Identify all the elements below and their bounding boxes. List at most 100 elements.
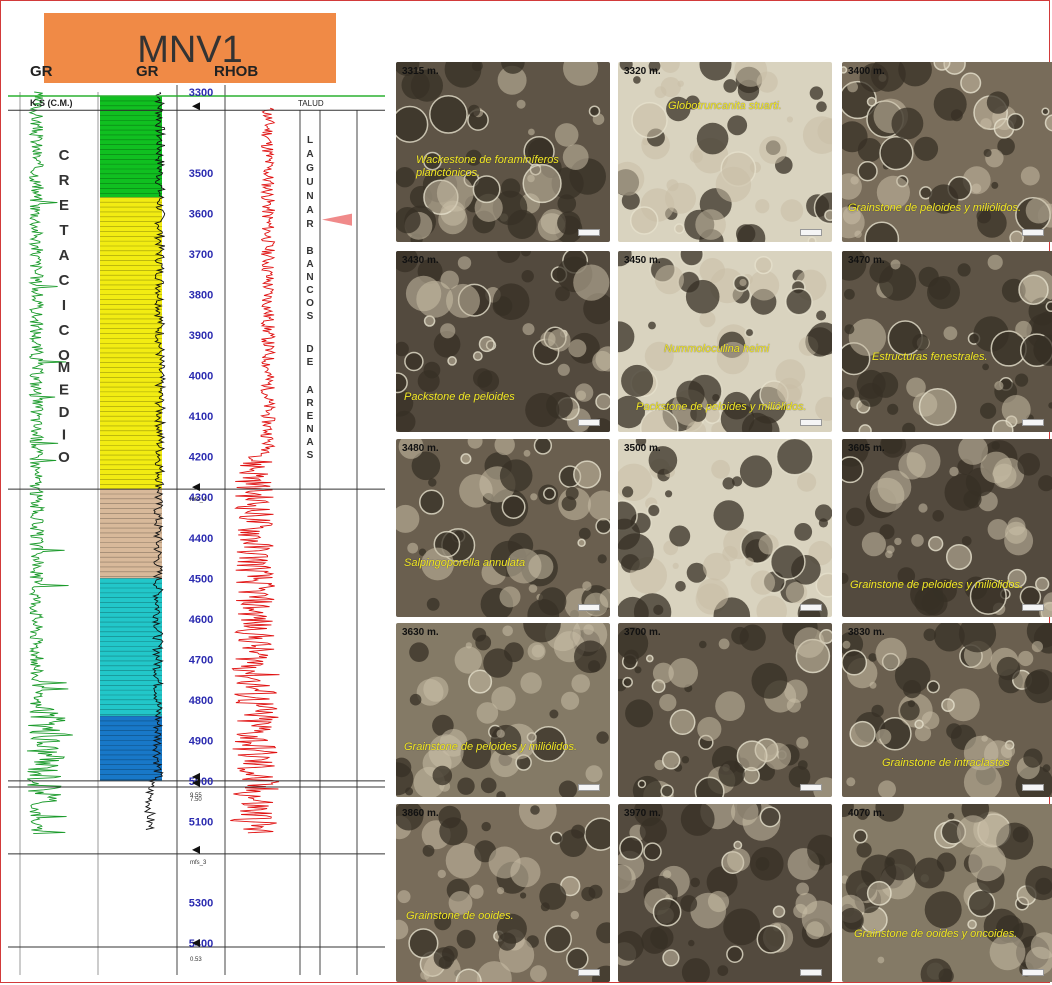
grain (454, 646, 482, 674)
scale-bar (578, 604, 600, 611)
grain (842, 907, 864, 933)
grain (986, 91, 1010, 114)
bancos-label: A (306, 259, 313, 270)
grain (418, 548, 427, 556)
thin-section-caption: Grainstone de peloides y miliólidos. (850, 579, 1024, 591)
grain (897, 567, 916, 585)
grain (478, 336, 495, 353)
grain (618, 161, 645, 196)
grain (634, 666, 642, 674)
grain (570, 910, 579, 920)
grain (618, 395, 645, 429)
grain (1025, 197, 1052, 224)
grain (730, 804, 759, 826)
grain (448, 891, 473, 915)
grain (772, 905, 786, 918)
grain (685, 95, 700, 110)
thin-section-image (396, 623, 610, 797)
marker-arrow (192, 772, 200, 781)
grain (396, 207, 421, 234)
grain (690, 892, 727, 929)
grain (786, 698, 801, 713)
grain (875, 729, 892, 745)
grain (637, 779, 647, 789)
grain (697, 716, 722, 742)
thin-section-thumbnail: 3500 m. (618, 439, 832, 617)
grain (396, 167, 416, 188)
grain (1023, 748, 1043, 768)
depth-tick-label: 4800 (189, 695, 213, 707)
grain (520, 892, 527, 899)
grain (447, 356, 457, 366)
cretacico-label: C (59, 322, 70, 339)
grain (947, 688, 980, 722)
grain (980, 118, 992, 130)
grain (440, 323, 456, 339)
grain (847, 81, 858, 93)
grain (618, 627, 649, 660)
scale-bar (1022, 419, 1044, 426)
depth-tick-label: 5000 (189, 776, 213, 788)
well-title: MNV1 (137, 29, 243, 71)
grain (646, 503, 661, 518)
grain (968, 843, 1007, 882)
grain (434, 913, 452, 931)
grain (727, 848, 751, 872)
grain (396, 105, 429, 143)
grain (411, 451, 441, 481)
depth-tick-label: 4500 (189, 573, 213, 585)
depth-tick-label: 3600 (189, 209, 213, 221)
grain (433, 331, 461, 358)
cretacico-label: C (59, 272, 70, 289)
grain (723, 79, 737, 93)
grain (857, 161, 878, 182)
grain (984, 740, 1012, 769)
grain (980, 451, 1012, 484)
grain (597, 554, 607, 564)
grain (530, 805, 540, 815)
grain (941, 698, 955, 712)
marker-label: 9.55 (190, 793, 202, 799)
grain (750, 570, 776, 595)
grain (786, 116, 793, 123)
cretacico-label: R (59, 172, 70, 189)
marker-arrow (192, 845, 200, 854)
grain (396, 804, 424, 831)
sample-depth-label: 3700 m. (624, 627, 661, 638)
scale-bar (578, 419, 600, 426)
grain (824, 209, 832, 222)
depth-tick-label: 4000 (189, 371, 213, 383)
grain (1012, 826, 1029, 843)
depth-tick-label: 4700 (189, 654, 213, 666)
grain (696, 122, 729, 155)
lith-blue (100, 716, 162, 781)
grain (844, 288, 855, 300)
grain (911, 534, 924, 547)
grain (785, 581, 808, 604)
depth-tick-label: 4900 (189, 735, 213, 747)
thin-section-image (842, 62, 1052, 242)
grain (568, 339, 587, 358)
lagunar-label: A (306, 205, 313, 216)
thin-section-thumbnail: 3315 m. Wackestone de foraminíferos planc… (396, 62, 610, 242)
cretacico-label: A (59, 247, 70, 264)
grain (775, 439, 814, 476)
cretacico-label: C (59, 147, 70, 164)
grain (806, 921, 825, 940)
grain (681, 958, 710, 982)
sample-depth-label: 3500 m. (624, 443, 661, 454)
grain (996, 656, 1021, 681)
grain (991, 181, 999, 189)
grain (815, 396, 832, 421)
grain (455, 968, 482, 982)
grain (494, 439, 515, 456)
depth-tick-label: 5100 (189, 816, 213, 828)
grain (1038, 475, 1052, 492)
grain (842, 649, 868, 676)
grain (857, 138, 882, 162)
depth-tick-label: 5400 (189, 938, 213, 950)
thin-section-thumbnail: 3450 m. Nummoloculina heimi Packstone de p… (618, 251, 832, 432)
lith-tan (100, 489, 162, 579)
grain (492, 283, 530, 320)
grain (987, 519, 1009, 540)
